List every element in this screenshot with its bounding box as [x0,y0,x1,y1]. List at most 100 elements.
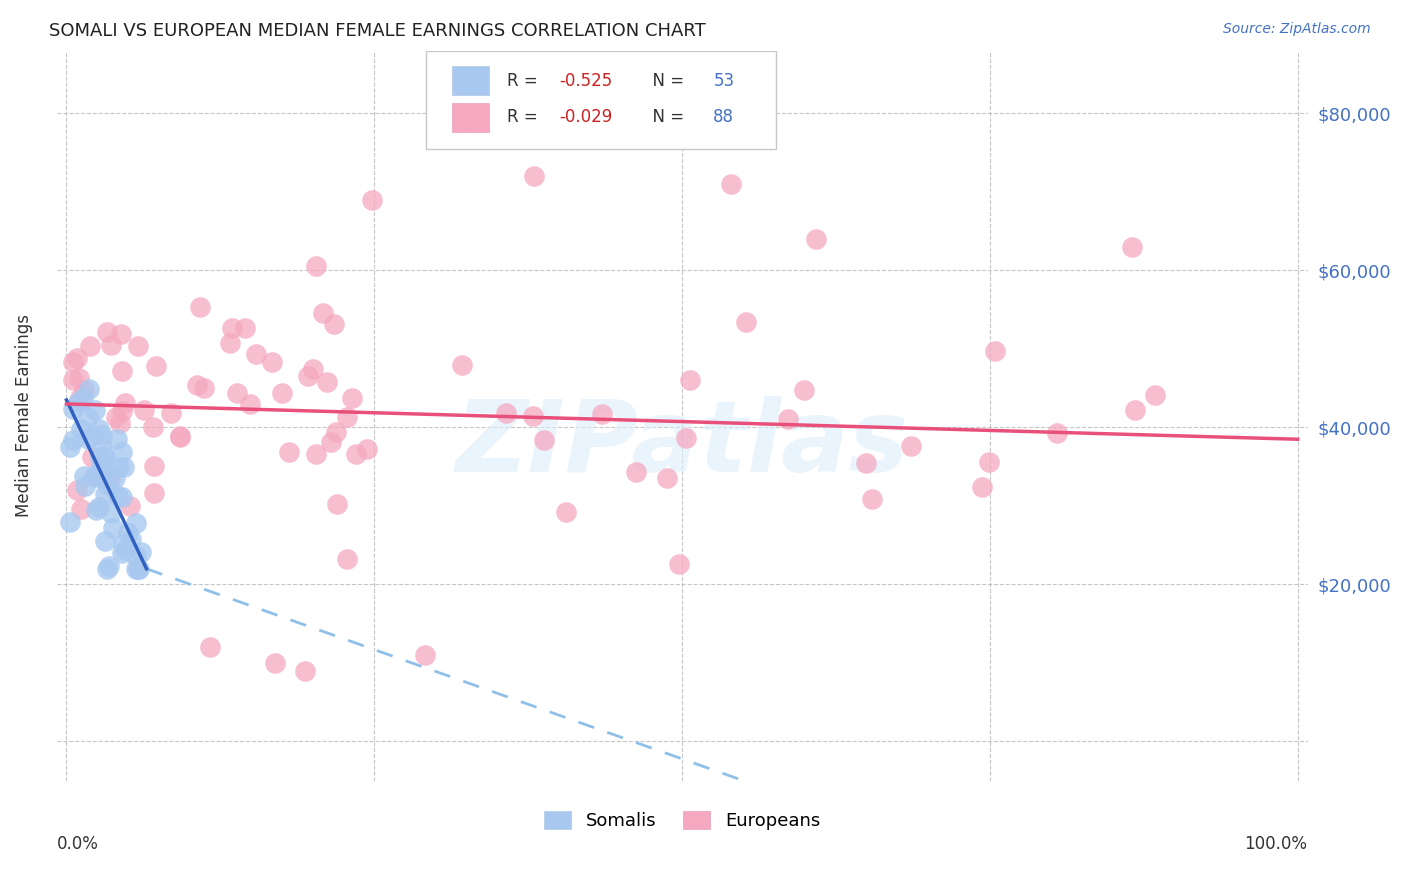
Point [83,469,105,483]
Point [125,562,148,576]
Point [91,460,114,475]
Point [555,505,578,519]
Point [69,391,91,405]
Point [73,383,96,397]
Text: 88: 88 [713,108,734,126]
Point [79,382,101,396]
Point [59,515,82,529]
Point [89,422,111,436]
FancyBboxPatch shape [451,66,489,95]
Point [107,489,129,503]
Point [451,358,474,372]
Text: R =: R = [508,71,543,89]
Point [70,502,93,516]
Text: N =: N = [643,71,689,89]
Point [127,339,149,353]
Point [983,344,1005,359]
Point [111,445,134,459]
Point [100,472,122,486]
Point [110,326,132,341]
Point [84,467,107,482]
Point [96,562,118,576]
Point [186,378,208,392]
Text: 100.0%: 100.0% [1244,836,1308,854]
Text: 53: 53 [713,71,734,89]
Point [87,500,110,515]
Point [66,394,89,409]
Point [523,169,546,184]
Point [114,396,136,410]
Point [221,320,243,334]
Point [735,315,758,329]
Point [655,470,678,484]
Text: SOMALI VS EUROPEAN MEDIAN FEMALE EARNINGS CORRELATION CHART: SOMALI VS EUROPEAN MEDIAN FEMALE EARNING… [49,22,706,40]
Point [89,450,111,464]
Point [94,533,117,548]
Point [129,544,152,558]
Point [145,359,167,374]
Y-axis label: Median Female Earnings: Median Female Earnings [15,314,32,517]
Point [97,478,120,492]
Point [91,440,114,454]
Point [104,409,127,424]
Point [110,416,132,430]
Point [319,435,342,450]
Point [125,549,148,563]
Point [271,386,294,401]
Point [84,470,107,484]
Point [111,404,134,418]
Point [120,533,142,547]
Point [356,442,378,457]
Point [226,385,249,400]
Point [591,407,613,421]
Point [58,441,80,455]
Point [62,433,84,447]
Point [188,300,211,314]
Point [804,232,827,246]
Point [336,552,359,566]
Point [120,500,142,514]
Point [107,459,129,474]
Point [67,371,90,385]
Point [62,373,84,387]
Point [720,177,742,191]
Point [93,451,115,466]
Point [169,429,191,443]
Point [325,425,347,439]
Text: Source: ZipAtlas.com: Source: ZipAtlas.com [1223,22,1371,37]
Point [413,648,436,662]
Point [112,536,135,550]
Point [90,468,112,483]
Legend: Somalis, Europeans: Somalis, Europeans [537,804,827,838]
Point [668,557,690,571]
Point [73,479,96,493]
FancyBboxPatch shape [426,51,776,149]
Text: R =: R = [508,108,543,126]
Point [76,409,98,424]
Point [79,339,101,353]
Point [62,402,84,417]
Point [1123,403,1146,417]
Point [110,364,132,378]
Point [972,480,994,494]
Point [1143,388,1166,402]
Point [326,497,349,511]
Point [84,402,107,417]
Point [301,361,323,376]
Point [233,321,256,335]
Point [336,410,359,425]
Point [84,503,107,517]
Point [624,465,647,479]
Point [117,526,139,541]
Point [297,368,319,383]
Point [193,381,215,395]
Point [522,409,544,424]
Point [294,664,316,678]
Point [66,483,89,497]
Point [305,259,328,273]
Point [80,450,103,464]
Point [132,403,155,417]
Point [344,447,367,461]
Point [160,406,183,420]
Point [128,562,150,576]
